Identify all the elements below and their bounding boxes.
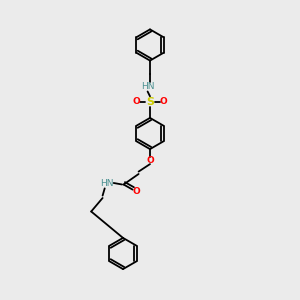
Text: HN: HN <box>141 82 154 91</box>
Text: O: O <box>146 156 154 165</box>
Text: O: O <box>132 187 140 196</box>
Text: S: S <box>146 97 154 107</box>
Text: O: O <box>133 97 141 106</box>
Text: O: O <box>159 97 167 106</box>
Text: HN: HN <box>100 178 114 188</box>
